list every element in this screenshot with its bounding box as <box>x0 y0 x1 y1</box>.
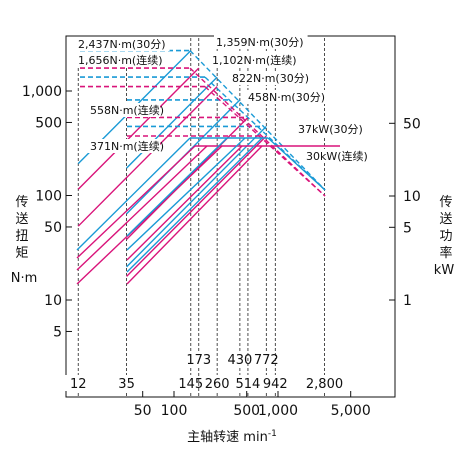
speed-label: 260 <box>205 377 230 392</box>
series-falling-dashed <box>204 86 326 197</box>
y-right-axis-title-char: 功 <box>439 229 452 244</box>
speed-label-bg <box>203 375 232 391</box>
x-tick-label: 1,000 <box>258 403 298 419</box>
torque-annotation-bg <box>210 53 297 67</box>
y-right-tick-label: 5 <box>403 220 412 236</box>
torque-annotation-bg <box>76 37 170 51</box>
speed-label-bg <box>64 375 93 391</box>
x-tick-label: 50 <box>134 403 152 419</box>
speed-label-bg <box>261 375 290 391</box>
speed-label: 145 <box>178 377 203 392</box>
series-rising-line <box>76 145 208 271</box>
y-left-axis-title-char: 传 <box>15 195 28 210</box>
speed-label-bg <box>252 351 281 367</box>
speed-label-bg <box>112 375 141 391</box>
series-rising-segment <box>77 67 200 190</box>
power-annotation-bg <box>304 149 362 163</box>
series-rising-segment <box>126 76 218 169</box>
y-left-axis-title-char: 矩 <box>15 246 28 261</box>
series-rising-line <box>126 137 263 273</box>
y-left-axis-title-char: 送 <box>15 212 28 227</box>
torque-annotation: 822N·m(30分) <box>232 72 309 85</box>
torque-annotation: 2,437N·m(30分) <box>78 38 166 51</box>
series-falling-dashed <box>189 50 326 191</box>
series-rising-line <box>76 137 191 251</box>
y-left-tick-label: 500 <box>35 115 62 131</box>
power-annotation: 30kW(连续) <box>306 149 368 163</box>
speed-label: 430 <box>227 353 252 368</box>
y-left-tick-label: 100 <box>35 189 62 205</box>
speed-label: 772 <box>254 353 279 368</box>
x-tick-label: 5,000 <box>331 403 371 419</box>
series-rising-line <box>126 145 263 285</box>
torque-annotation-bg <box>76 53 163 67</box>
speed-label-bg <box>184 351 213 367</box>
y-right-axis-title-char: 率 <box>439 245 452 261</box>
torque-annotation-bg <box>88 139 160 153</box>
speed-label: 942 <box>263 377 288 392</box>
x-axis-title-main: 主轴转速 min <box>187 430 268 445</box>
torque-annotation: 458N·m(30分) <box>248 91 325 104</box>
speed-label-bg <box>225 351 254 367</box>
plot-frame <box>65 35 396 398</box>
series-rising-line <box>76 145 223 285</box>
series-rising-line <box>126 145 243 261</box>
y-left-axis-unit: N·m <box>11 271 38 286</box>
torque-annotation-bg <box>88 103 160 117</box>
plot-border <box>65 35 396 398</box>
speed-label: 514 <box>236 377 261 392</box>
torque-annotation-bg <box>246 90 326 104</box>
x-tick-label: 100 <box>161 403 188 419</box>
y-right-axis-unit: kW <box>434 263 455 278</box>
series-rising-segment <box>126 125 267 268</box>
x-axis-title: 主轴转速 min-1 <box>187 429 277 445</box>
speed-guide-lines <box>64 38 339 397</box>
series-rising-line <box>76 145 196 259</box>
power-annotation-bg <box>296 122 361 136</box>
axis-ticks <box>66 90 395 397</box>
y-right-tick-label: 50 <box>403 116 421 132</box>
torque-annotation-bg <box>214 35 308 49</box>
x-axis-title-sup: -1 <box>268 429 277 439</box>
y-left-axis-title-char: 扭 <box>15 229 28 244</box>
y-left-tick-label: 10 <box>44 293 62 309</box>
y-left-tick-label: 5 <box>53 324 62 340</box>
y-right-axis-title-char: 传 <box>439 195 452 210</box>
y-left-tick-label: 1,000 <box>22 84 62 100</box>
torque-annotation: 1,656N·m(连续) <box>78 53 163 67</box>
speed-label: 35 <box>118 377 135 392</box>
x-tick-label: 500 <box>233 403 260 419</box>
y-right-tick-label: 1 <box>403 293 412 309</box>
torque-annotation: 1,102N·m(连续) <box>212 53 297 67</box>
torque-annotation: 371N·m(连续) <box>90 139 164 153</box>
series-rising-line <box>126 137 246 251</box>
torque-annotation: 558N·m(连续) <box>90 103 164 117</box>
series-rising-segment <box>126 135 267 277</box>
y-right-axis-title-char: 送 <box>439 212 452 227</box>
speed-label-bg <box>233 375 262 391</box>
speed-label: 173 <box>186 353 211 368</box>
series-rising-line <box>126 137 228 237</box>
series-rising-segment <box>77 86 218 227</box>
speed-label: 2,800 <box>306 377 343 392</box>
speed-label-bg <box>176 375 205 391</box>
series-lines <box>76 49 340 285</box>
speed-label: 12 <box>70 377 87 392</box>
power-annotation: 37kW(30分) <box>298 123 363 136</box>
y-left-tick-label: 50 <box>44 220 62 236</box>
y-right-tick-label: 10 <box>403 189 421 205</box>
torque-annotation: 1,359N·m(30分) <box>216 36 304 49</box>
torque-annotation-bg <box>230 71 310 85</box>
speed-label-bg <box>310 375 339 391</box>
